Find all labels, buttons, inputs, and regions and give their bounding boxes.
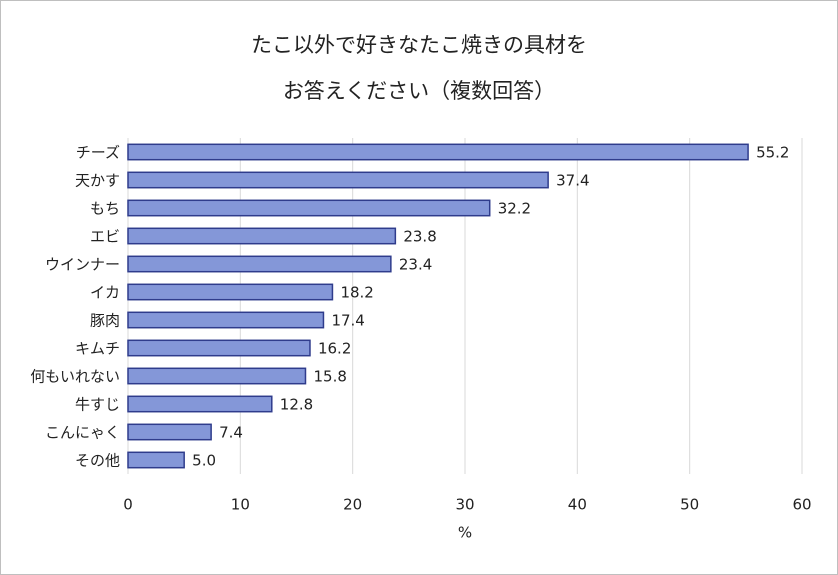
value-label: 32.2	[498, 200, 531, 218]
value-label: 23.4	[399, 256, 432, 274]
y-tick-label: 牛すじ	[75, 396, 120, 414]
x-axis-label: %	[458, 524, 472, 542]
bar	[127, 423, 212, 441]
value-label: 16.2	[318, 340, 351, 358]
y-tick-label: エビ	[90, 228, 120, 246]
bar	[127, 367, 307, 385]
value-label: 12.8	[280, 396, 313, 414]
value-label: 18.2	[340, 284, 373, 302]
bar	[127, 255, 392, 273]
y-tick-label: 天かす	[75, 172, 120, 190]
bar	[127, 451, 185, 469]
y-tick-label: イカ	[90, 284, 120, 302]
value-label: 5.0	[192, 452, 216, 470]
x-tick-label: 40	[568, 496, 587, 514]
bar	[127, 339, 311, 357]
y-tick-label: こんにゃく	[45, 424, 120, 442]
x-tick-label: 0	[123, 496, 133, 514]
bar	[127, 311, 325, 329]
chart-title: たこ以外で好きなたこ焼きの具材を	[251, 33, 587, 57]
value-label: 37.4	[556, 172, 589, 190]
y-tick-label: もち	[90, 200, 120, 218]
bar	[127, 227, 397, 245]
y-tick-label: ウインナー	[45, 256, 120, 274]
value-label: 23.8	[403, 228, 436, 246]
value-label: 15.8	[313, 368, 346, 386]
x-tick-label: 50	[680, 496, 699, 514]
y-tick-label: 豚肉	[90, 312, 120, 330]
chart-title: お答えください（複数回答）	[283, 79, 555, 103]
bar	[127, 395, 273, 413]
bar	[127, 199, 491, 217]
y-tick-label: キムチ	[75, 340, 120, 358]
y-tick-label: 何もいれない	[30, 368, 120, 386]
bar	[127, 143, 749, 161]
y-tick-label: その他	[75, 452, 120, 470]
bar	[127, 283, 334, 301]
value-label: 17.4	[331, 312, 364, 330]
y-tick-label: チーズ	[76, 144, 120, 162]
x-tick-label: 30	[455, 496, 474, 514]
value-label: 7.4	[219, 424, 243, 442]
value-label: 55.2	[756, 144, 789, 162]
x-tick-label: 10	[231, 496, 250, 514]
x-tick-label: 20	[343, 496, 362, 514]
bar	[127, 171, 549, 189]
x-tick-label: 60	[792, 496, 811, 514]
